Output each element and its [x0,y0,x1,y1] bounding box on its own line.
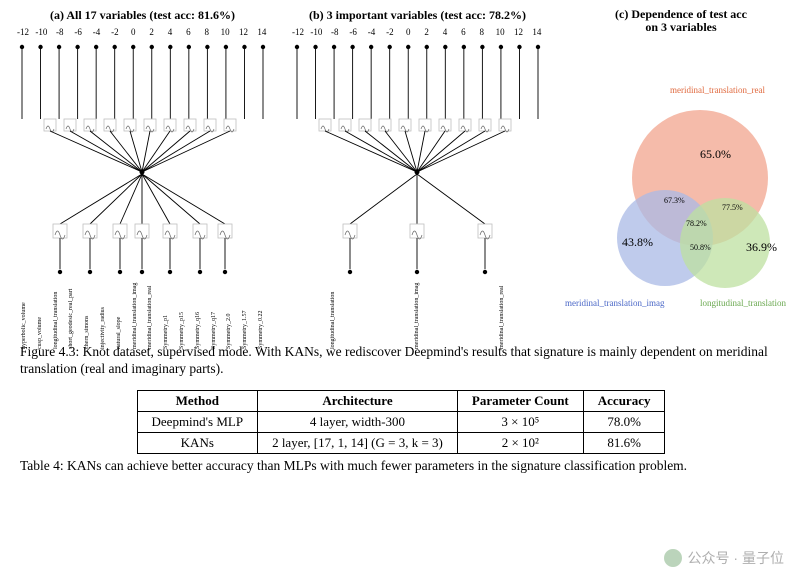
variable-label: chern_simons [84,289,90,349]
axis-tick: 6 [179,27,197,37]
axis-tick: -6 [344,27,362,37]
variable-label: meridinal_translation_real [499,289,505,349]
variable-label: longitudinal_translation [330,289,336,349]
axis-tick: -4 [88,27,106,37]
panel-a: (a) All 17 variables (test acc: 81.6%) -… [10,8,275,340]
axis-tick: 12 [510,27,528,37]
table-cell: 2 layer, [17, 1, 14] (G = 3, k = 3) [258,432,458,453]
variable-label: natural_slope [116,289,122,349]
axis-tick: -6 [69,27,87,37]
panel-b: (b) 3 important variables (test acc: 78.… [285,8,550,340]
variable-label: meridinal_translation_real [147,289,153,349]
figure-row: (a) All 17 variables (test acc: 81.6%) -… [0,0,802,340]
svg-text:43.8%: 43.8% [622,235,653,249]
venn-diagram: 65.0% meridinal_translation_real 43.8% meri… [560,38,802,328]
panel-b-network [285,37,550,287]
axis-tick: -8 [326,27,344,37]
variable-label: short_geodesic_real_part [68,289,74,349]
svg-text:67.3%: 67.3% [664,196,685,205]
variable-label: Symmetry_p15 [179,289,185,349]
panel-a-bottom-labels: hyperbolic_volume cusp_volume longitudinal… [10,289,275,349]
panel-a-title: (a) All 17 variables (test acc: 81.6%) [10,8,275,23]
axis-tick: 8 [198,27,216,37]
axis-tick: 12 [235,27,253,37]
axis-tick: 10 [491,27,509,37]
variable-label: meridinal_translation_imag [132,289,138,349]
table-cell: 81.6% [583,432,665,453]
axis-tick: -4 [363,27,381,37]
axis-tick: -10 [32,27,50,37]
table-cell: Deepmind's MLP [137,411,258,432]
svg-text:65.0%: 65.0% [700,147,731,161]
table-header: Architecture [258,390,458,411]
axis-tick: 14 [528,27,546,37]
axis-tick: 0 [399,27,417,37]
axis-tick: 6 [454,27,472,37]
watermark-text: 公众号 · 量子位 [688,548,784,568]
axis-tick: -12 [289,27,307,37]
table-cell: 4 layer, width-300 [258,411,458,432]
axis-tick: -12 [14,27,32,37]
axis-tick: 2 [143,27,161,37]
variable-label: Symmetry_q16 [195,289,201,349]
panel-c-title-l2: on 3 variables [645,20,716,34]
table-header: Parameter Count [457,390,583,411]
panel-b-bottom-labels: longitudinal_translation meridinal_transl… [285,289,550,349]
panel-c: (c) Dependence of test acc on 3 variable… [560,8,802,340]
variable-label: Symmetry_1.57 [242,289,248,349]
panel-c-title: (c) Dependence of test acc on 3 variable… [560,8,802,34]
svg-text:meridinal_translation_imag: meridinal_translation_imag [565,298,665,308]
panel-a-axis: -12-10-8-6-4-202468101214 [10,27,275,37]
variable-label: meridinal_translation_imag [414,289,420,349]
axis-tick: 8 [473,27,491,37]
wechat-icon [664,549,682,567]
table-header: Accuracy [583,390,665,411]
axis-tick: 2 [418,27,436,37]
table-header: Method [137,390,258,411]
svg-text:longitudinal_translation: longitudinal_translation [700,298,786,308]
variable-label: Symmetry_0.22 [258,289,264,349]
axis-tick: 14 [253,27,271,37]
table-caption: Table 4: KANs can achieve better accurac… [0,456,802,483]
variable-label: longitudinal_translation [53,289,59,349]
table-row: KANs2 layer, [17, 1, 14] (G = 3, k = 3)2… [137,432,665,453]
svg-text:36.9%: 36.9% [746,240,777,254]
axis-tick: -8 [51,27,69,37]
axis-tick: -2 [381,27,399,37]
axis-tick: 10 [216,27,234,37]
variable-label: Symmetry_2.0 [226,289,232,349]
svg-text:78.2%: 78.2% [686,219,707,228]
axis-tick: 4 [436,27,454,37]
table-cell: 3 × 10⁵ [457,411,583,432]
panel-a-network [10,37,275,287]
comparison-table: MethodArchitectureParameter CountAccurac… [137,390,666,454]
watermark: 公众号 · 量子位 [664,548,784,568]
svg-text:77.5%: 77.5% [722,203,743,212]
svg-text:meridinal_translation_real: meridinal_translation_real [670,85,765,95]
panel-c-title-l1: (c) Dependence of test acc [615,7,747,21]
table-cell: 2 × 10² [457,432,583,453]
variable-label: injectivity_radius [100,289,106,349]
axis-tick: 0 [124,27,142,37]
axis-tick: 4 [161,27,179,37]
panel-b-axis: -12-10-8-6-4-202468101214 [285,27,550,37]
table-cell: KANs [137,432,258,453]
table-row: Deepmind's MLP4 layer, width-3003 × 10⁵7… [137,411,665,432]
variable-label: hyperbolic_volume [21,289,27,349]
axis-tick: -2 [106,27,124,37]
variable-label: Symmetry_q17 [211,289,217,349]
axis-tick: -10 [307,27,325,37]
variable-label: cusp_volume [37,289,43,349]
variable-label: Symmetry_p1 [163,289,169,349]
panel-b-title: (b) 3 important variables (test acc: 78.… [285,8,550,23]
table-cell: 78.0% [583,411,665,432]
svg-text:50.8%: 50.8% [690,243,711,252]
